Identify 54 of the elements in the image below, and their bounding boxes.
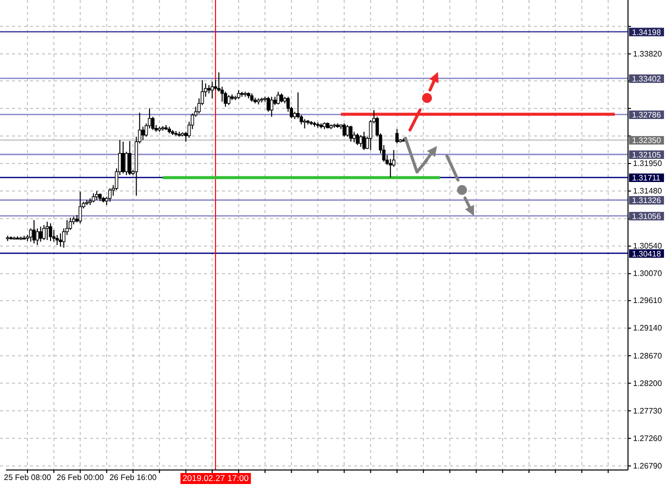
candlestick xyxy=(356,132,360,146)
ref-line-label: 1.31326 xyxy=(632,196,662,206)
ref-line-label: 1.32105 xyxy=(632,150,662,160)
y-tick-label: 1.28670 xyxy=(633,351,662,360)
candlestick xyxy=(121,141,125,174)
y-tick-label: 1.31480 xyxy=(633,186,662,196)
ref-line-label: 1.30418 xyxy=(632,249,662,258)
ref-line-label: 2019.02.27 17:00 xyxy=(182,473,249,483)
y-tick-label: 1.29140 xyxy=(633,324,662,333)
candlestick xyxy=(266,96,270,112)
y-tick-label: 1.29610 xyxy=(633,296,662,306)
candlestick xyxy=(29,228,32,242)
ref-line-label: 1.32350 xyxy=(632,136,662,146)
ref-line-label: 1.33402 xyxy=(632,74,662,84)
candlestick xyxy=(342,122,346,138)
y-tick-label: 1.28200 xyxy=(633,378,662,388)
ref-line-label: 1.31711 xyxy=(632,174,661,183)
candlestick xyxy=(46,221,49,241)
y-tick-label: 1.27730 xyxy=(633,406,662,416)
candlestick xyxy=(388,158,392,178)
x-tick-label: 26 Feb 16:00 xyxy=(109,473,158,482)
candlestick xyxy=(349,125,352,142)
candlestick xyxy=(395,128,399,144)
candlestick xyxy=(346,124,350,138)
candlestick xyxy=(141,126,145,141)
candlestick xyxy=(36,228,39,246)
candlestick xyxy=(48,222,52,242)
candlestick xyxy=(124,151,128,176)
x-tick-label: 25 Feb 08:00 xyxy=(4,473,52,482)
candlestick xyxy=(359,134,362,148)
y-tick-label: 1.30070 xyxy=(633,269,662,278)
candlestick xyxy=(108,188,112,202)
ref-line-label: 1.34198 xyxy=(632,28,662,37)
y-tick-label: 1.26790 xyxy=(633,461,662,470)
candlestick xyxy=(58,232,62,248)
y-tick-label: 1.33820 xyxy=(633,49,662,58)
ref-line-label: 1.31056 xyxy=(632,212,662,221)
candlestick xyxy=(38,226,42,242)
y-tick-label: 1.31950 xyxy=(633,159,662,168)
candlestick xyxy=(210,81,214,99)
y-tick-label: 1.27260 xyxy=(633,434,662,443)
candlestick xyxy=(128,140,132,176)
candlestick xyxy=(270,96,274,118)
candlestick xyxy=(32,220,36,244)
candlestick xyxy=(78,191,82,224)
candlestick xyxy=(302,118,306,129)
candlestick xyxy=(68,217,72,231)
x-tick-label: 26 Feb 00:00 xyxy=(56,473,104,482)
candlestick xyxy=(227,94,230,106)
y-tick-label: 1.30540 xyxy=(633,242,662,251)
candlestick xyxy=(42,224,46,241)
candlestick xyxy=(276,91,280,105)
candlestick xyxy=(236,90,240,100)
ref-line-label: 1.32786 xyxy=(632,110,662,120)
